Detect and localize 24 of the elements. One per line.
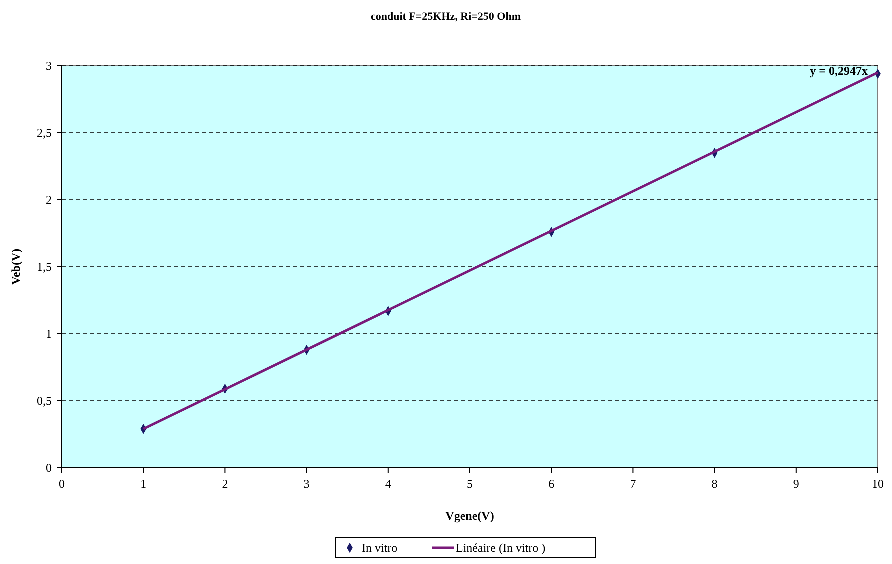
x-tick-label: 4 bbox=[385, 477, 392, 491]
chart-title: conduit F=25KHz, Ri=250 Ohm bbox=[370, 11, 522, 23]
y-tick-label: 0,5 bbox=[37, 394, 52, 408]
y-tick-label: 2,5 bbox=[37, 126, 52, 140]
x-tick-label: 0 bbox=[59, 477, 65, 491]
y-tick-label: 3 bbox=[46, 59, 52, 74]
x-tick-label: 9 bbox=[793, 477, 800, 491]
x-tick-label: 2 bbox=[222, 477, 228, 491]
x-tick-label: 8 bbox=[712, 477, 718, 491]
y-axis-title: Veb(V) bbox=[9, 248, 23, 286]
x-axis-title: Vgene(V) bbox=[446, 509, 494, 523]
y-tick-label: 1,5 bbox=[37, 260, 52, 274]
annotation: y = 0,2947x bbox=[810, 64, 868, 78]
x-tick-label: 1 bbox=[140, 477, 147, 491]
y-tick-label: 2 bbox=[46, 193, 52, 208]
y-tick-label: 0 bbox=[46, 461, 52, 476]
x-tick-label: 3 bbox=[304, 477, 310, 491]
x-tick-label: 6 bbox=[548, 477, 555, 491]
legend-label: Linéaire (In vitro ) bbox=[456, 541, 546, 555]
x-tick-label: 5 bbox=[467, 477, 473, 491]
x-tick-label: 10 bbox=[872, 477, 884, 491]
x-tick-label: 7 bbox=[630, 477, 636, 491]
legend-label: In vitro bbox=[362, 541, 398, 555]
y-tick-label: 1 bbox=[46, 327, 52, 342]
